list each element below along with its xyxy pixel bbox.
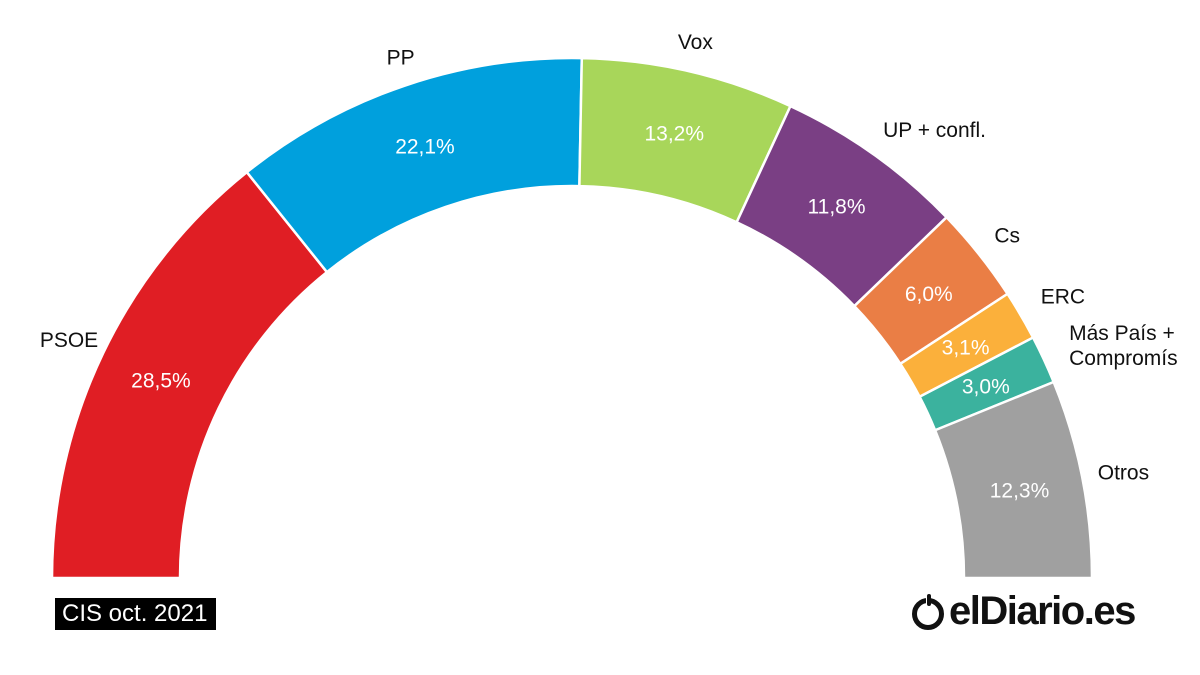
value-label-pp: 22,1% (395, 135, 455, 158)
party-label-erc: ERC (1041, 285, 1085, 308)
segment-otros (933, 380, 1094, 580)
value-label-otros: 12,3% (990, 479, 1050, 502)
value-label-vox: 13,2% (644, 123, 704, 146)
party-label-mas-pais-compromis: Más País + Compromís (1069, 322, 1178, 370)
value-label-up-confl: 11,8% (808, 196, 866, 219)
party-label-cs: Cs (994, 224, 1020, 247)
value-label-cs: 6,0% (905, 283, 953, 306)
chart-segments (50, 56, 1094, 580)
party-label-up-confl: UP + confl. (883, 119, 986, 142)
eldiario-logo: elDiario.es (912, 586, 1136, 636)
source-label: CIS oct. 2021 (55, 598, 217, 630)
party-label-pp: PP (387, 46, 415, 69)
eldiario-logo-icon (912, 593, 944, 630)
party-labels: PSOE PP Vox UP + confl. Cs ERC Más País + Compr… (40, 31, 1178, 484)
value-label-mas-pais-compromis: 3,0% (962, 375, 1010, 398)
value-label-psoe: 28,5% (131, 370, 191, 393)
party-label-otros: Otros (1098, 461, 1149, 484)
party-label-psoe: PSOE (40, 329, 98, 352)
logo-text: elDiario.es (949, 588, 1136, 633)
value-labels: 28,5% 22,1% 13,2% 11,8% 6,0% 3,1% 3,0% 12,3% (131, 123, 1049, 503)
party-label-vox: Vox (678, 31, 714, 54)
value-label-erc: 3,1% (942, 337, 990, 360)
